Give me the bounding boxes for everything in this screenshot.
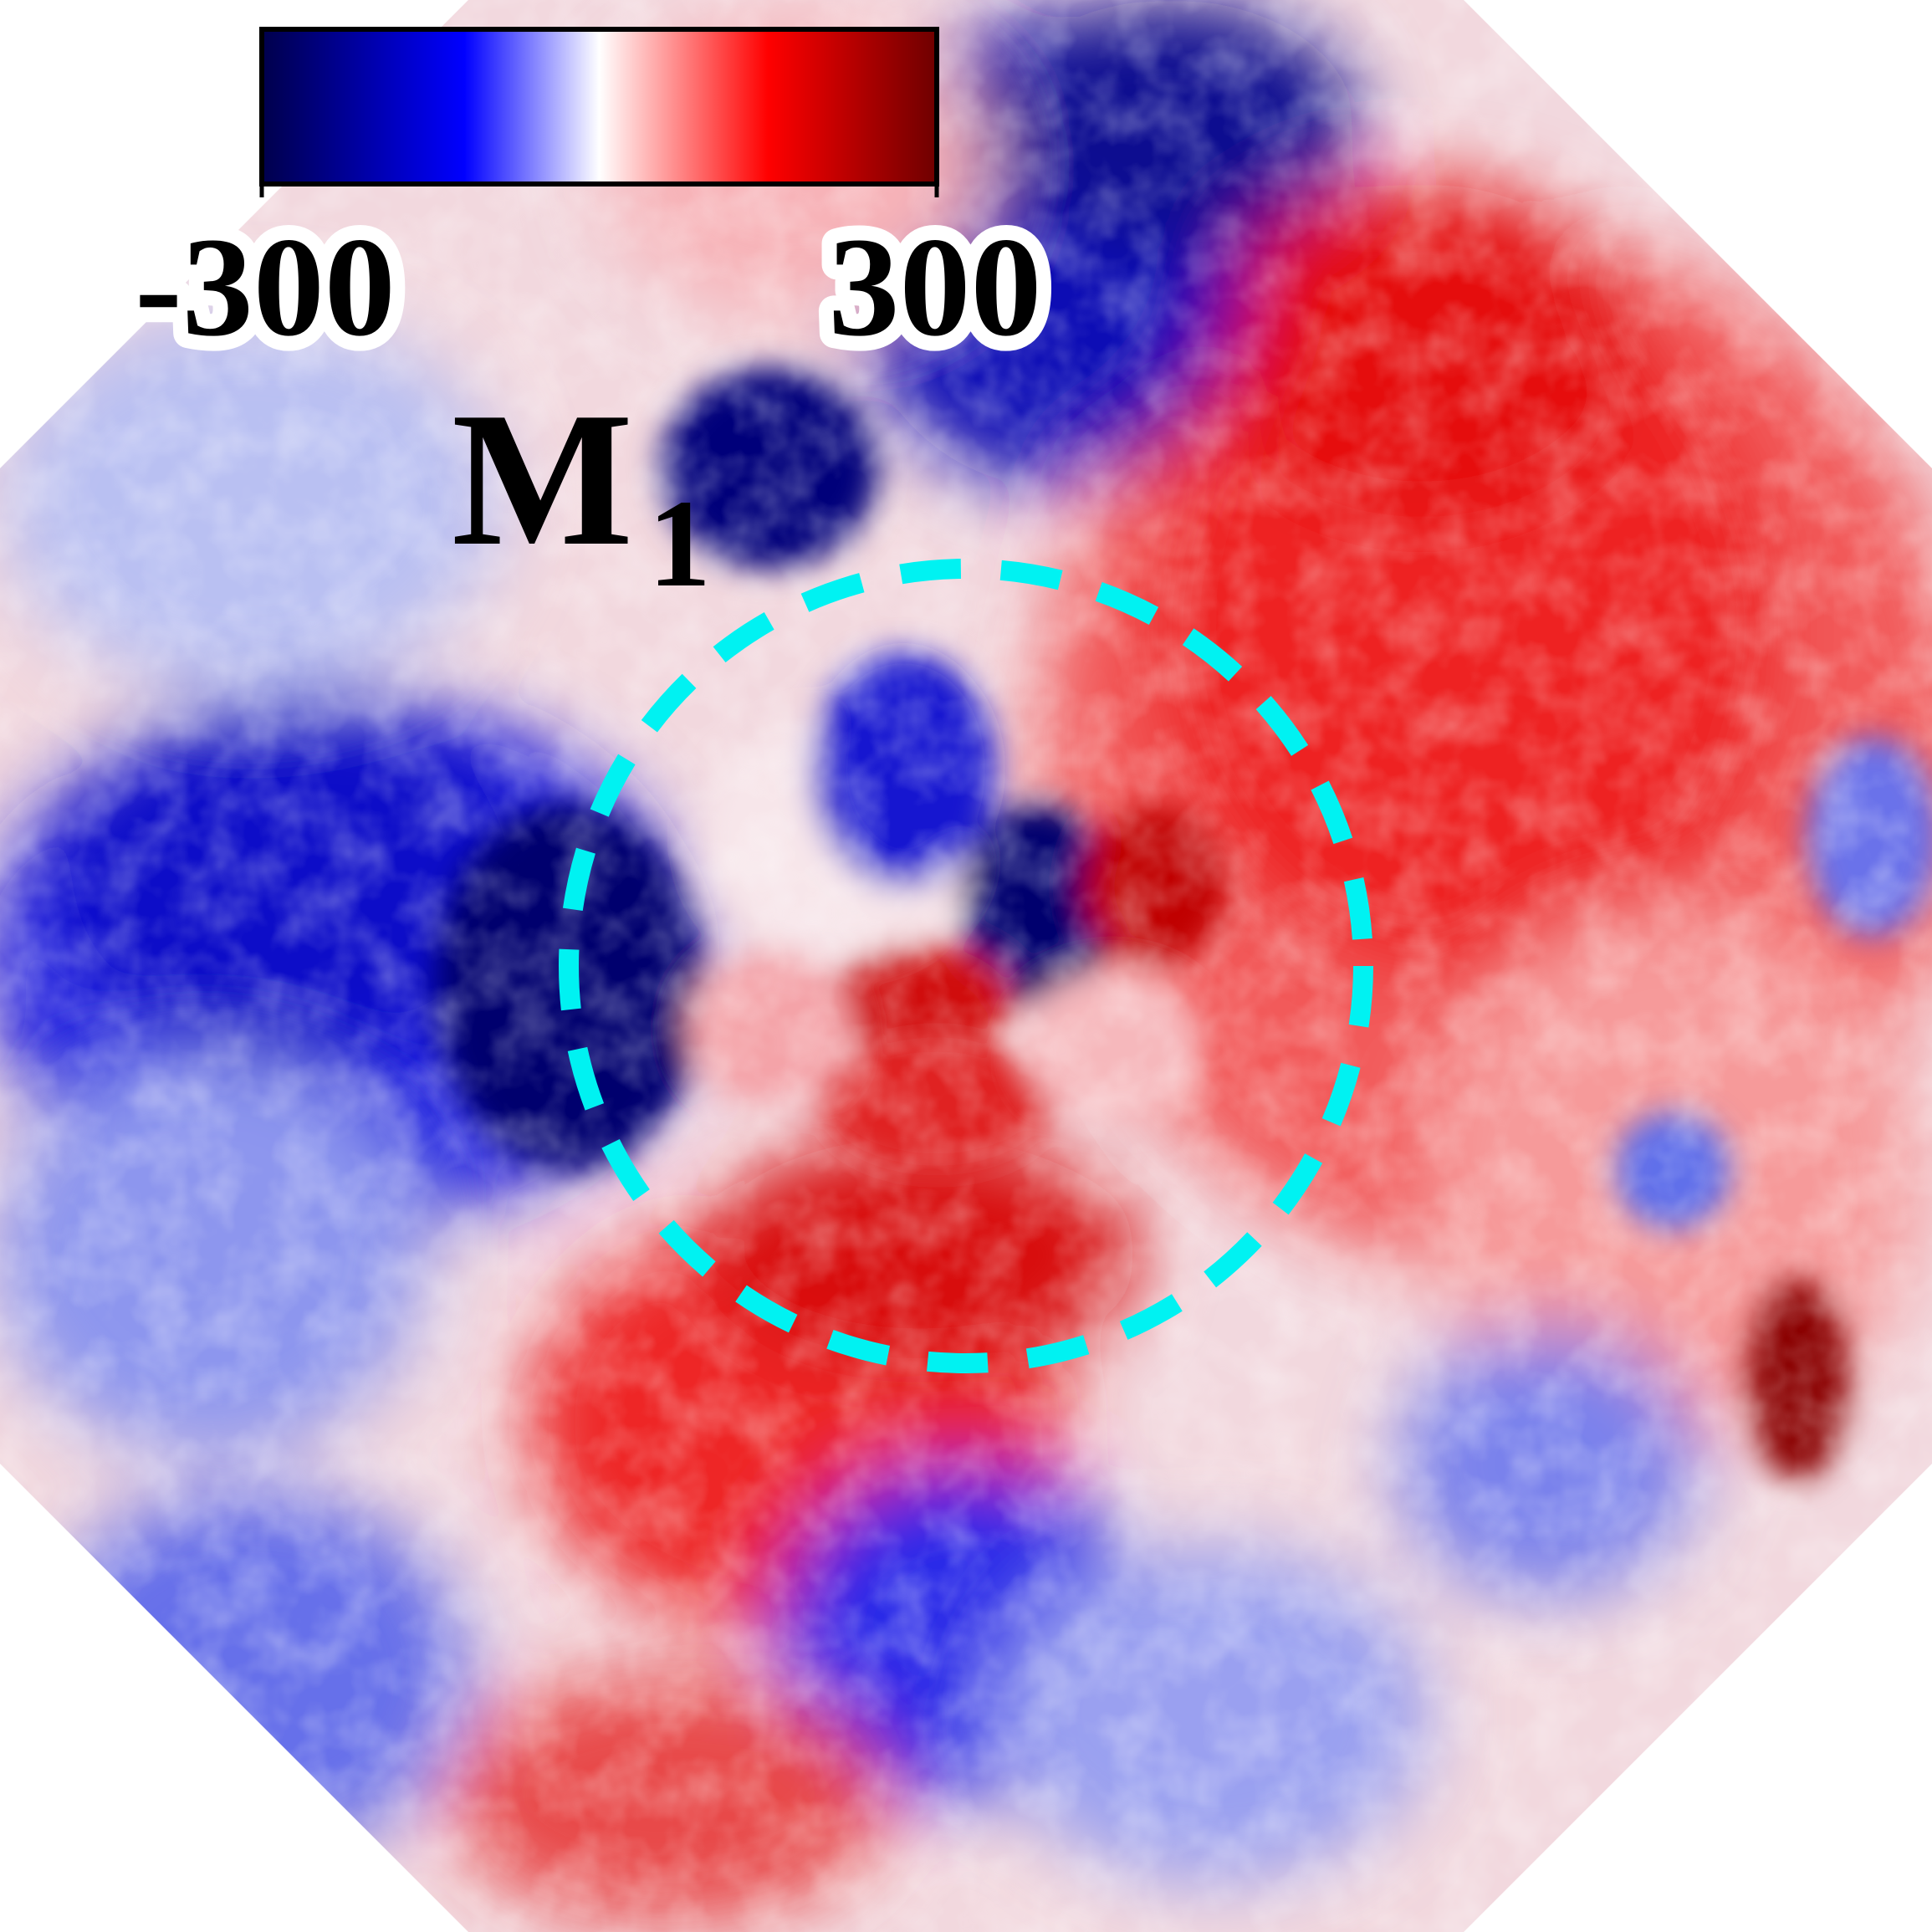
- panel-label: M 1: [452, 372, 711, 613]
- colorbar: -300 300: [120, 27, 1057, 381]
- colorbar-gradient: [259, 27, 939, 187]
- colorbar-max-label: 300: [829, 208, 1042, 365]
- panel-label-subscript: 1: [648, 474, 711, 613]
- aperture-circle: [559, 559, 1373, 1373]
- panel-label-main: M: [452, 372, 633, 585]
- colorbar-min-label: -300: [135, 208, 396, 365]
